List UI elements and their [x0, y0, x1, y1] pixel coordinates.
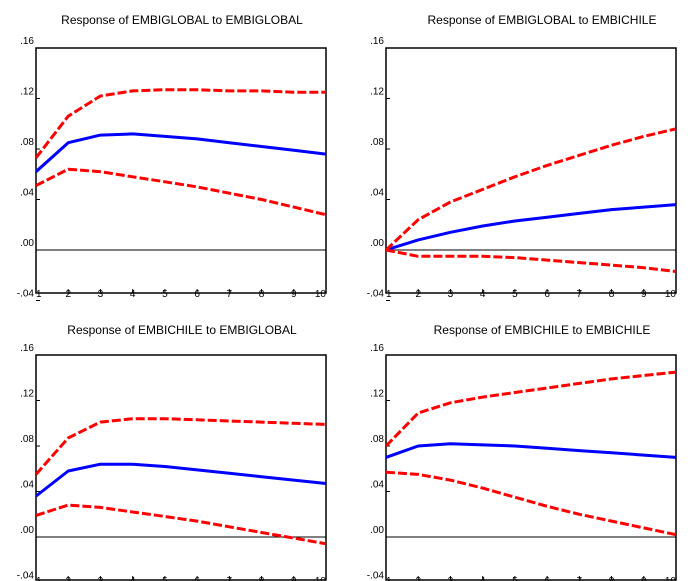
x-tick-label: 3	[98, 289, 104, 300]
x-tick-label: 10	[665, 289, 677, 300]
chart-panel-2: Response of EMBIGLOBAL to EMBICHILE .16 .1…	[367, 13, 677, 301]
y-tick-label: .04	[370, 480, 384, 491]
y-tick-label: .00	[370, 238, 384, 249]
confidence-band-line-1	[36, 417, 326, 476]
x-tick-label: 4	[130, 289, 136, 300]
y-tick-label: .16	[20, 36, 34, 47]
plot-frame	[385, 47, 677, 294]
x-tick-label: 9	[641, 576, 647, 581]
x-tick-label: 3	[448, 289, 454, 300]
y-tick-label: .04	[20, 188, 34, 199]
confidence-band-line-2	[386, 470, 676, 537]
x-tick-label: 8	[259, 289, 265, 300]
y-tick-label: -.04	[17, 289, 35, 300]
x-tick-label: 4	[480, 576, 486, 581]
chart-panel-3: Response of EMBICHILE to EMBIGLOBAL .16 .1…	[17, 323, 327, 581]
x-tick-label: 4	[480, 289, 486, 300]
confidence-band-line-1	[386, 127, 676, 252]
x-tick-label: 9	[291, 289, 297, 300]
x-tick-label: 3	[448, 576, 454, 581]
x-tick-label: 10	[315, 289, 327, 300]
y-tick-label: -.04	[17, 571, 35, 581]
x-tick-label: 8	[609, 289, 615, 300]
y-tick-label: .00	[20, 525, 34, 536]
x-tick-label: 6	[194, 289, 200, 300]
y-tick-label: .12	[20, 87, 34, 98]
y-tick-label: .08	[370, 137, 384, 148]
x-tick-label: 9	[291, 576, 297, 581]
x-tick-label: 8	[259, 576, 265, 581]
y-tick-label: .16	[370, 36, 384, 47]
impulse-response-line	[36, 132, 326, 173]
y-tick-label: -.04	[367, 289, 385, 300]
chart-title: Response of EMBIGLOBAL to EMBICHILE	[428, 13, 657, 27]
x-tick-label: 5	[512, 289, 518, 300]
y-tick-label: .12	[370, 389, 384, 400]
plot-frame	[35, 354, 327, 581]
x-tick-label: 2	[65, 289, 71, 300]
x-tick-label: 2	[415, 289, 421, 300]
y-tick-label: .16	[20, 343, 34, 354]
impulse-response-line	[386, 203, 676, 252]
y-tick-label: .12	[20, 389, 34, 400]
confidence-band-line-1	[386, 370, 676, 448]
y-tick-label: -.04	[367, 571, 385, 581]
x-tick-label: 6	[544, 289, 550, 300]
x-tick-label: 2	[65, 576, 71, 581]
x-tick-label: 1	[36, 576, 42, 581]
y-tick-label: .04	[370, 188, 384, 199]
confidence-band-line-1	[36, 88, 326, 159]
chart-title: Response of EMBICHILE to EMBIGLOBAL	[67, 323, 297, 337]
plot-frame	[35, 47, 327, 294]
x-tick-label: 8	[609, 576, 615, 581]
x-tick-label: 3	[98, 576, 104, 581]
chart-title: Response of EMBICHILE to EMBICHILE	[434, 323, 651, 337]
x-tick-label: 7	[577, 289, 583, 300]
x-tick-label: 1	[36, 289, 42, 300]
y-tick-label: .16	[370, 343, 384, 354]
chart-title: Response of EMBIGLOBAL to EMBIGLOBAL	[61, 13, 303, 27]
chart-panel-1: Response of EMBIGLOBAL to EMBIGLOBAL .16.…	[17, 13, 327, 301]
confidence-band-line-2	[36, 503, 326, 546]
x-tick-label: 9	[641, 289, 647, 300]
y-tick-label: .08	[370, 434, 384, 445]
x-tick-label: 4	[130, 576, 136, 581]
impulse-response-line	[386, 442, 676, 459]
x-tick-label: 10	[665, 576, 677, 581]
y-tick-label: .08	[20, 137, 34, 148]
plot-frame	[385, 354, 677, 581]
y-tick-label: .04	[20, 480, 34, 491]
y-tick-label: .12	[370, 87, 384, 98]
x-tick-label: 7	[577, 576, 583, 581]
x-tick-label: 5	[162, 289, 168, 300]
y-tick-label: .00	[20, 238, 34, 249]
confidence-band-line-2	[386, 248, 676, 273]
x-tick-label: 5	[512, 576, 518, 581]
y-tick-label: .00	[370, 525, 384, 536]
chart-panel-4: Response of EMBICHILE to EMBICHILE .16 .12…	[367, 323, 677, 581]
confidence-band-line-2	[36, 167, 326, 217]
x-tick-label: 6	[194, 576, 200, 581]
x-tick-label: 7	[227, 289, 233, 300]
x-tick-label: 7	[227, 576, 233, 581]
x-tick-label: 6	[544, 576, 550, 581]
x-tick-label: 1	[386, 576, 392, 581]
x-tick-label: 2	[415, 576, 421, 581]
x-tick-label: 10	[315, 576, 327, 581]
y-tick-label: .08	[20, 434, 34, 445]
x-tick-label: 5	[162, 576, 168, 581]
impulse-response-line	[36, 462, 326, 498]
x-tick-label: 1	[386, 289, 392, 300]
